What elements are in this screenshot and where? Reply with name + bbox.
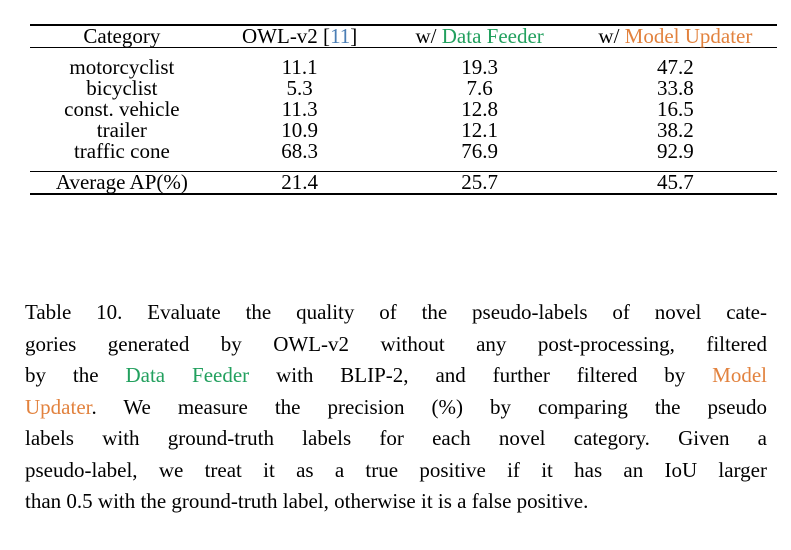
col-header-data-feeder-prefix: w/ xyxy=(415,24,442,48)
average-data-feeder-value: 25.7 xyxy=(385,171,574,194)
caption-highlight-model-updater: Model xyxy=(712,363,767,387)
model-updater-value: 33.8 xyxy=(657,76,694,100)
owl-v2-value: 11.3 xyxy=(281,97,318,121)
table-caption: Table 10. Evaluate the quality of the ps… xyxy=(25,297,767,518)
caption-line: by the Data Feeder with BLIP-2, and furt… xyxy=(25,360,767,392)
results-table-container: Category OWL-v2 [11] w/ Data Feeder w/ M… xyxy=(30,24,777,195)
average-label: Average AP(%) xyxy=(30,171,214,194)
data-feeder-value: 19.3 xyxy=(461,55,499,79)
caption-text: pseudo-label, we treat it as a true posi… xyxy=(25,457,767,482)
caption-text: by the xyxy=(25,363,126,387)
caption-text: Table 10. Evaluate the quality of the ps… xyxy=(25,300,767,324)
data-feeder-value: 7.6 xyxy=(466,76,493,100)
col-header-data-feeder: w/ Data Feeder xyxy=(385,24,574,48)
table-body: motorcyclist 11.1 19.3 47.2 bicyclist 5.… xyxy=(30,48,777,172)
caption-highlight-model-updater: Updater xyxy=(25,394,92,419)
col-header-owl-v2-label: OWL-v2 [ xyxy=(242,24,331,48)
table-row: motorcyclist 11.1 19.3 47.2 xyxy=(30,48,777,79)
average-owl-v2-value: 21.4 xyxy=(213,171,386,194)
col-header-model-updater: w/ Model Updater xyxy=(573,24,777,48)
owl-v2-value: 68.3 xyxy=(281,139,319,163)
caption-text: labels with ground-truth labels for each… xyxy=(25,426,767,450)
table-row: traffic cone 68.3 76.9 92.9 xyxy=(30,141,777,172)
caption-text: . We measure the precision (%) by compar… xyxy=(91,394,767,419)
header-row: Category OWL-v2 [11] w/ Data Feeder w/ M… xyxy=(30,25,777,48)
model-updater-value: 92.9 xyxy=(657,139,694,163)
category-cell: bicyclist xyxy=(86,76,158,100)
owl-v2-value: 11.1 xyxy=(281,55,318,79)
caption-text: than 0.5 with the ground-truth label, ot… xyxy=(25,489,589,513)
col-header-model-updater-prefix: w/ xyxy=(598,24,625,48)
table-row: const. vehicle 11.3 12.8 16.5 xyxy=(30,99,777,120)
table-footer: Average AP(%) 21.4 25.7 45.7 xyxy=(30,171,777,194)
caption-line: gories generated by OWL-v2 without any p… xyxy=(25,329,767,361)
model-updater-value: 16.5 xyxy=(657,97,694,121)
table-header: Category OWL-v2 [11] w/ Data Feeder w/ M… xyxy=(30,25,777,48)
category-cell: motorcyclist xyxy=(69,55,175,79)
caption-line: labels with ground-truth labels for each… xyxy=(25,423,767,455)
data-feeder-value: 76.9 xyxy=(461,139,499,163)
table-row: trailer 10.9 12.1 38.2 xyxy=(30,120,777,141)
owl-v2-value: 10.9 xyxy=(281,118,319,142)
table-row: bicyclist 5.3 7.6 33.8 xyxy=(30,78,777,99)
citation-bracket: ] xyxy=(350,24,358,48)
owl-v2-value: 5.3 xyxy=(286,76,313,100)
caption-line: pseudo-label, we treat it as a true posi… xyxy=(25,455,767,487)
category-cell: const. vehicle xyxy=(64,97,180,121)
col-header-category-label: Category xyxy=(83,24,161,48)
caption-text: with BLIP-2, and further filtered by xyxy=(249,363,713,387)
caption-line: Table 10. Evaluate the quality of the ps… xyxy=(25,297,767,329)
results-table: Category OWL-v2 [11] w/ Data Feeder w/ M… xyxy=(30,24,777,195)
col-header-owl-v2: OWL-v2 [11] xyxy=(213,24,386,48)
model-updater-value: 47.2 xyxy=(657,55,694,79)
col-header-category: Category xyxy=(30,25,214,48)
category-cell: trailer xyxy=(96,118,147,142)
data-feeder-value: 12.8 xyxy=(461,97,499,121)
model-updater-value: 38.2 xyxy=(657,118,694,142)
caption-line: than 0.5 with the ground-truth label, ot… xyxy=(25,486,767,518)
caption-line: Updater. We measure the precision (%) by… xyxy=(25,392,767,424)
col-header-data-feeder-label: Data Feeder xyxy=(441,24,544,48)
average-model-updater-value: 45.7 xyxy=(573,171,777,194)
average-row: Average AP(%) 21.4 25.7 45.7 xyxy=(30,171,777,194)
caption-highlight-data-feeder: Data Feeder xyxy=(125,363,250,387)
col-header-model-updater-label: Model Updater xyxy=(624,24,753,48)
citation-link[interactable]: 11 xyxy=(330,24,351,48)
category-cell: traffic cone xyxy=(73,139,170,163)
caption-text: gories generated by OWL-v2 without any p… xyxy=(25,331,767,356)
data-feeder-value: 12.1 xyxy=(461,118,499,142)
